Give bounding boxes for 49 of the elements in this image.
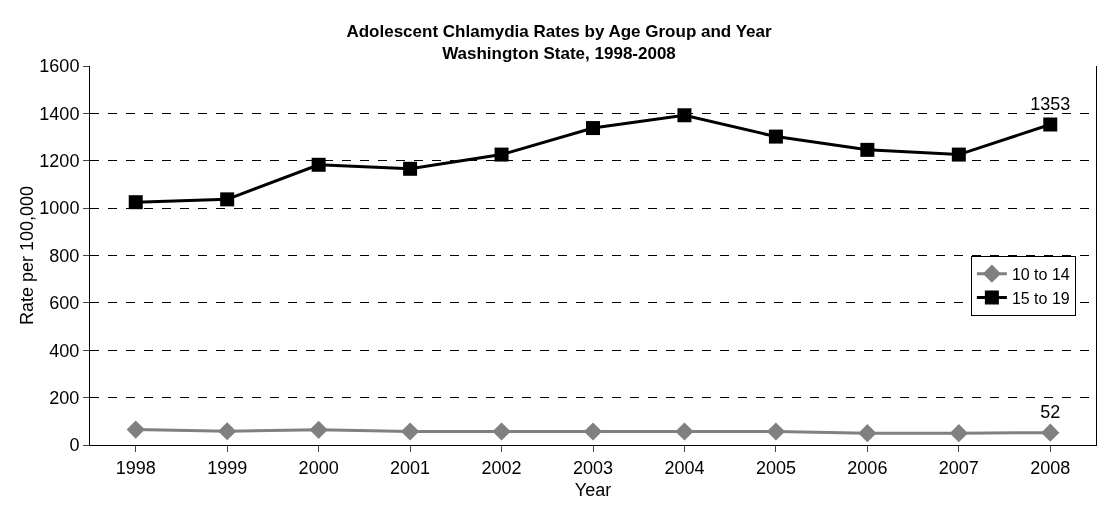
- y-tick-label: 200: [49, 387, 80, 408]
- y-tick-label: 400: [49, 340, 80, 361]
- point: [492, 422, 511, 441]
- point: [218, 422, 237, 441]
- x-tick-label: 1998: [115, 457, 156, 478]
- x-tick-label: 2002: [481, 457, 522, 478]
- point: [311, 157, 326, 172]
- point: [128, 195, 143, 210]
- data-label: 1353: [1030, 94, 1071, 115]
- legend-label: 15 to 19: [1011, 289, 1070, 307]
- point: [677, 108, 692, 123]
- point: [766, 422, 786, 441]
- point: [858, 424, 877, 443]
- point: [1041, 423, 1060, 442]
- x-tick-label: 2006: [847, 457, 888, 478]
- point: [951, 147, 966, 162]
- y-axis-title: Rate per 100,000: [17, 185, 38, 326]
- point: [220, 192, 235, 207]
- x-tick-label: 2005: [755, 457, 796, 478]
- x-axis-title: Year: [574, 479, 612, 500]
- data-label: 52: [1040, 402, 1061, 423]
- point: [309, 420, 328, 439]
- x-tick-label: 2000: [298, 457, 339, 478]
- point: [400, 422, 420, 441]
- x-tick-label: 1999: [207, 457, 248, 478]
- point: [586, 121, 600, 136]
- x-tick-label: 2008: [1030, 457, 1071, 478]
- point: [494, 147, 509, 162]
- point: [860, 142, 875, 157]
- y-tick-label: 1600: [39, 56, 80, 77]
- point: [583, 422, 603, 441]
- y-tick-label: 800: [49, 245, 80, 266]
- point: [768, 129, 783, 144]
- y-tick-label: 600: [49, 293, 80, 314]
- y-tick-label: 1200: [39, 151, 80, 172]
- point: [949, 424, 968, 443]
- y-tick-label: 1400: [39, 103, 80, 124]
- legend-label: 10 to 14: [1011, 265, 1070, 283]
- x-tick-label: 2003: [572, 457, 614, 478]
- x-tick-label: 2001: [390, 457, 431, 478]
- point: [1043, 117, 1058, 132]
- y-tick-label: 1000: [39, 198, 80, 219]
- y-tick-label: 0: [69, 435, 80, 456]
- x-tick-label: 2007: [938, 457, 979, 478]
- point: [675, 422, 694, 441]
- point: [403, 161, 418, 176]
- point: [126, 420, 145, 439]
- x-tick-label: 2004: [664, 457, 705, 478]
- chart-title: Adolescent Chlamydia Rates by Age Group and Year Washington State, 1998-2008: [346, 21, 772, 63]
